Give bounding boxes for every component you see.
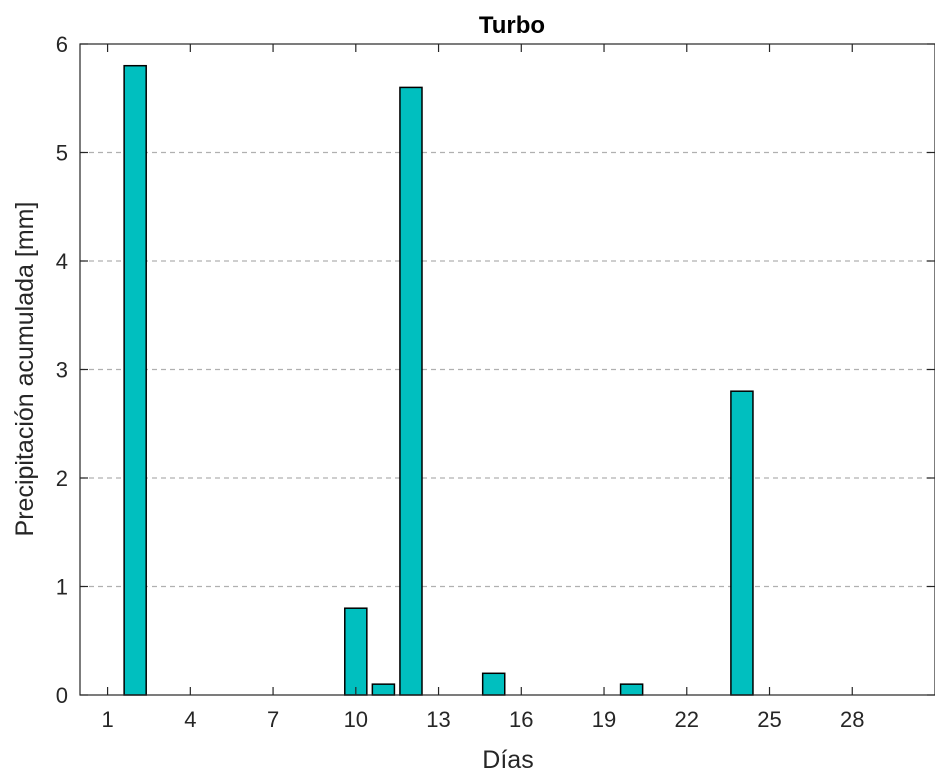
y-tick-label-3: 3 bbox=[56, 358, 68, 383]
bar-day-24 bbox=[730, 390, 754, 696]
chart-title: Turbo bbox=[479, 12, 545, 39]
x-axis-label: Días bbox=[482, 746, 533, 774]
x-tick-label-10: 10 bbox=[344, 707, 368, 732]
y-axis-label: Precipitación acumulada [mm] bbox=[11, 202, 39, 537]
x-tick-label-22: 22 bbox=[675, 707, 699, 732]
x-tick-label-19: 19 bbox=[592, 707, 616, 732]
x-tick-label-1: 1 bbox=[101, 707, 113, 732]
bar-day-15 bbox=[481, 672, 506, 696]
x-tick-label-13: 13 bbox=[426, 707, 450, 732]
bar-day-20 bbox=[619, 683, 644, 696]
y-tick-label-4: 4 bbox=[56, 249, 68, 274]
x-tick-label-16: 16 bbox=[509, 707, 533, 732]
grid-lines bbox=[80, 151, 935, 588]
x-tick-label-7: 7 bbox=[267, 707, 279, 732]
x-tick-label-4: 4 bbox=[184, 707, 196, 732]
ticks: 1 4 7 10 13 16 19 22 25 28 0 1 2 3 4 5 6 bbox=[56, 32, 935, 732]
x-tick-label-28: 28 bbox=[840, 707, 864, 732]
y-tick-label-0: 0 bbox=[56, 683, 68, 708]
y-tick-label-5: 5 bbox=[56, 141, 68, 166]
bar-day-10 bbox=[344, 607, 368, 696]
y-tick-label-2: 2 bbox=[56, 466, 68, 491]
y-tick-label-1: 1 bbox=[56, 575, 68, 600]
bar-day-2 bbox=[123, 64, 147, 696]
y-tick-label-6: 6 bbox=[56, 32, 68, 57]
x-tick-label-25: 25 bbox=[757, 707, 781, 732]
bar-day-12 bbox=[399, 86, 423, 696]
bar-day-11 bbox=[371, 683, 396, 696]
